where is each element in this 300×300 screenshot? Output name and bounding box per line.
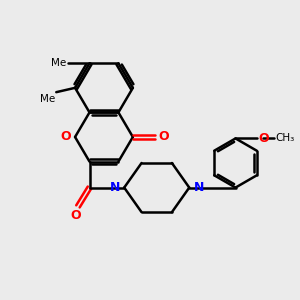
Text: Me: Me [40,94,55,103]
Text: O: O [61,130,71,143]
Text: Me: Me [51,58,66,68]
Text: O: O [70,209,81,222]
Text: O: O [259,132,269,145]
Text: N: N [194,181,204,194]
Text: O: O [158,130,169,143]
Text: CH₃: CH₃ [275,134,295,143]
Text: N: N [110,181,120,194]
